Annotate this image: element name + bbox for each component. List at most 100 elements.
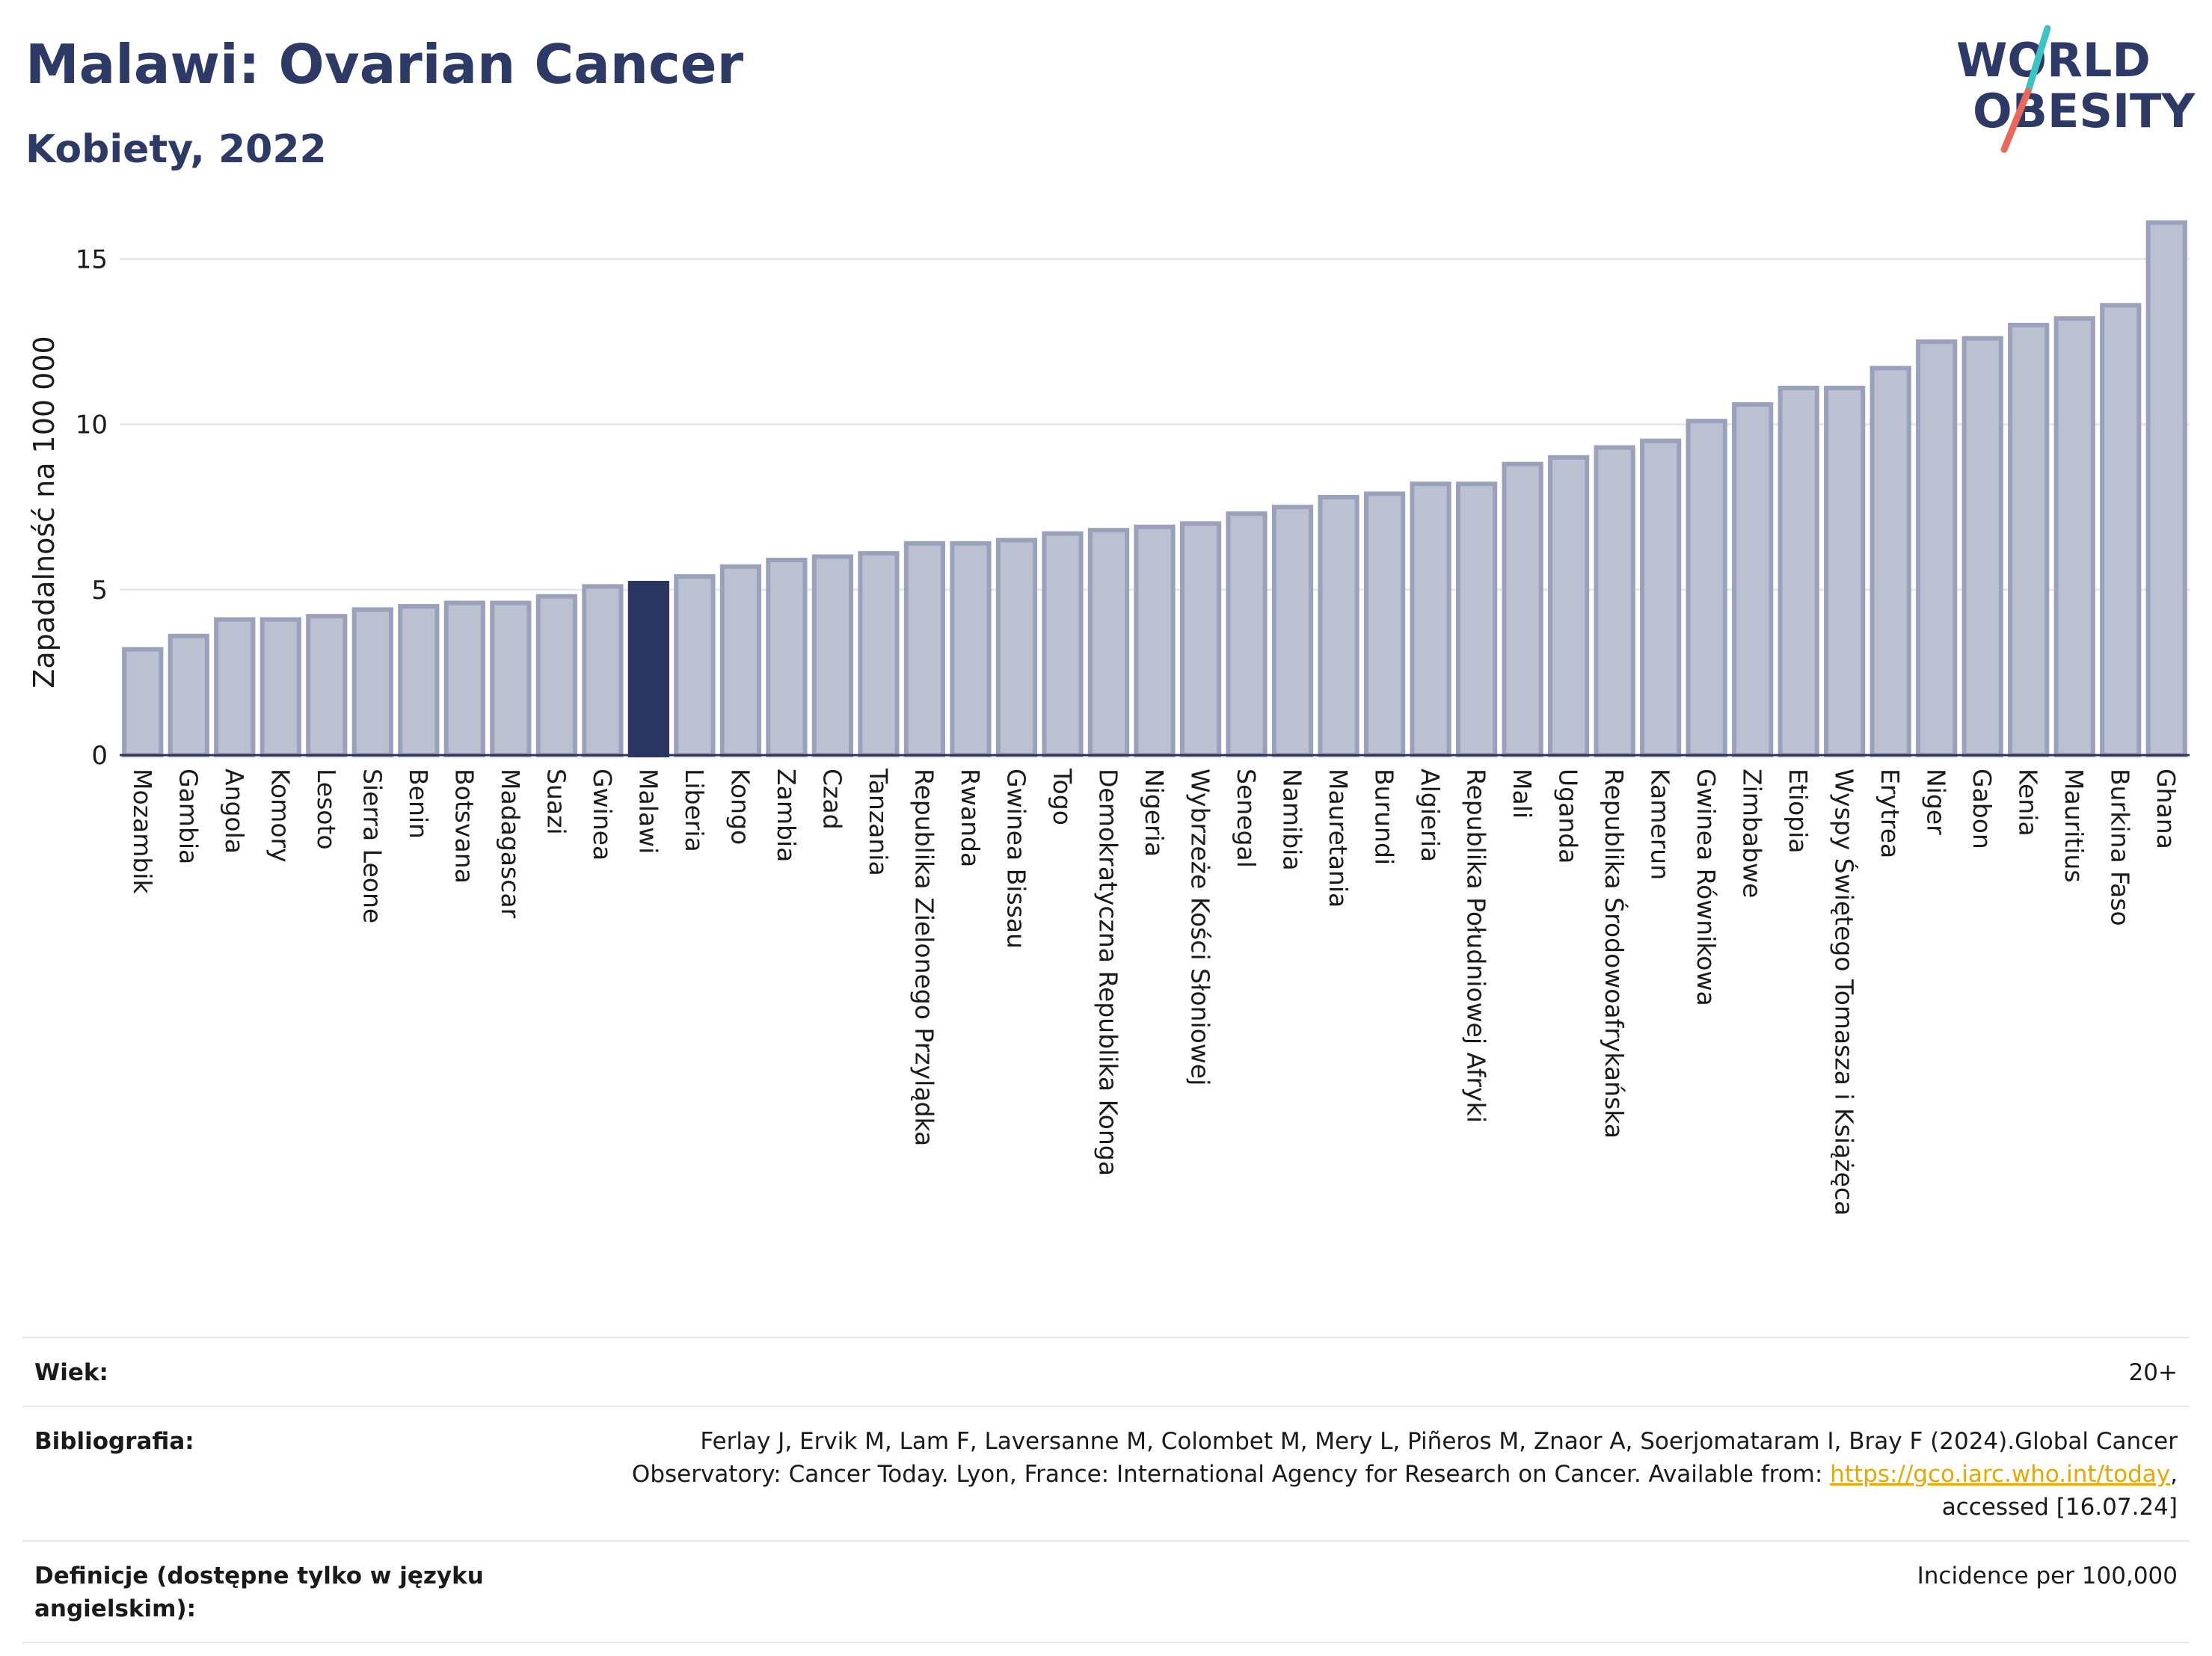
bar-33 [1640,438,1682,757]
bar-14 [766,557,808,758]
x-tick-label-42: Mauritius [2059,769,2089,883]
bars [122,220,2187,758]
bar-7 [443,600,485,758]
x-tick-label-35: Zimbabwe [1738,769,1767,898]
bar-28 [1410,481,1451,757]
bar-3 [259,617,301,758]
x-tick-label-40: Gabon [1967,769,1997,849]
bar-41 [2008,322,2050,757]
bar-18 [950,541,992,758]
x-tick-label-19: Gwinea Bissau [1001,769,1030,949]
bibliography-value: Ferlay J, Ervik M, Lam F, Laversanne M, … [632,1425,2178,1524]
bibliography-label: Bibliografia: [34,1428,194,1455]
x-tick-label-17: Republika Zielonego Przylądka [909,769,938,1146]
x-tick-label-11: Malawi [633,769,663,854]
x-tick-label-15: Czad [817,769,847,830]
bar-5 [351,607,393,757]
x-tick-label-4: Lesoto [312,769,341,850]
x-tick-label-26: Mauretania [1324,769,1353,908]
x-tick-label-31: Uganda [1554,769,1583,864]
x-tick-label-25: Namibia [1278,769,1307,871]
bar-29 [1455,481,1498,757]
bibliography-link[interactable]: https://gco.iarc.who.int/today [1830,1461,2171,1488]
x-tick-label-38: Erytrea [1875,769,1905,858]
definitions-row: Definicje (dostępne tylko w języku angie… [22,1540,2190,1643]
x-tick-label-22: Nigeria [1140,769,1169,857]
bibliography-line-2-text: Observatory: Cancer Today. Lyon, France:… [631,1461,1831,1488]
x-tick-label-16: Tanzania [864,768,893,876]
x-tick-label-2: Angola [220,769,249,854]
x-tick-label-6: Benin [404,769,433,839]
logo-line-1: WORLD [1956,33,2151,87]
x-tick-label-21: Demokratyczna Republika Konga [1093,769,1122,1176]
x-tick-label-3: Komory [265,769,295,863]
bar-44 [2145,220,2187,757]
info-table: Wiek: 20+ Bibliografia: Ferlay J, Ervik … [22,1337,2190,1643]
bar-17 [903,541,946,758]
bar-4 [306,614,348,757]
age-value: 20+ [2128,1359,2178,1386]
bar-30 [1502,461,1543,758]
bar-43 [2100,303,2142,757]
bar-9 [535,594,577,757]
x-tick-label-33: Kamerun [1646,769,1675,880]
x-tick-label-41: Kenia [2014,769,2043,837]
bar-0 [122,647,164,758]
x-tick-label-13: Kongo [725,769,755,845]
x-tick-label-9: Suazi [541,769,571,835]
bar-32 [1594,445,1635,758]
bar-36 [1778,385,1819,758]
x-tick-label-37: Wyspy Świętego Tomasza i Książęca [1830,769,1860,1216]
x-tick-label-29: Republika Południowej Afryki [1462,769,1491,1123]
bar-40 [1961,336,2003,757]
x-tick-label-10: Gwinea [588,769,617,861]
bar-10 [582,584,624,758]
x-tick-label-43: Burkina Faso [2106,769,2135,926]
bar-25 [1271,505,1314,757]
bar-35 [1732,402,1774,757]
bar-42 [2053,316,2095,757]
y-tick-labels: 0 5 10 15 [76,244,108,771]
x-tick-label-7: Botsvana [449,769,479,884]
y-tick-label-2: 10 [76,410,108,440]
chart-subtitle: Kobiety, 2022 [25,127,327,172]
x-tick-label-23: Wybrzeże Kości Słoniowej [1186,769,1215,1086]
x-tick-label-27: Burundi [1370,769,1399,865]
age-label: Wiek: [34,1359,108,1386]
bar-1 [168,633,209,758]
bar-11 [627,580,669,757]
x-tick-label-34: Gwinea Równikowa [1692,769,1721,1006]
bibliography-line-2: Observatory: Cancer Today. Lyon, France:… [632,1458,2178,1491]
x-tick-label-32: Republika Środowoafrykańska [1600,769,1629,1139]
y-axis-title: Zapadalność na 100 000 [28,336,61,688]
x-tick-label-20: Togo [1048,768,1077,825]
bar-16 [858,551,900,757]
bar-chart: 0 5 10 15 Mozambik Gambia Angola Komory Lesoto S… [28,220,2190,1216]
bar-24 [1226,511,1268,757]
bar-31 [1547,455,1590,757]
bar-12 [674,574,716,757]
bibliography-line-3: accessed [16.07.24] [1941,1494,2178,1521]
chart-title: Malawi: Ovarian Cancer [25,33,744,96]
x-tick-label-14: Zambia [772,769,801,862]
bar-20 [1042,531,1084,757]
bar-2 [214,617,256,758]
x-tick-label-1: Gambia [173,769,203,864]
x-tick-label-44: Ghana [2151,769,2181,849]
x-tick-label-28: Algieria [1416,769,1445,862]
definitions-label: Definicje (dostępne tylko w języku angie… [34,1563,484,1622]
age-row: Wiek: 20+ [22,1337,2190,1406]
bar-26 [1318,494,1360,758]
definitions-value: Incidence per 100,000 [1917,1563,2178,1589]
bibliography-row: Bibliografia: Ferlay J, Ervik M, Lam F, … [22,1406,2190,1540]
x-tick-label-30: Mali [1508,769,1537,819]
bar-23 [1179,521,1222,757]
bar-21 [1087,528,1130,757]
x-tick-labels: Mozambik Gambia Angola Komory Lesoto Sierra L… [128,768,2181,1216]
x-tick-label-12: Liberia [680,769,709,852]
bar-38 [1870,366,1911,757]
logo-slash-coral [2000,87,2032,153]
bibliography-line-2-end: , [2170,1461,2178,1488]
x-tick-label-24: Senegal [1232,769,1261,868]
bar-39 [1916,339,1958,757]
